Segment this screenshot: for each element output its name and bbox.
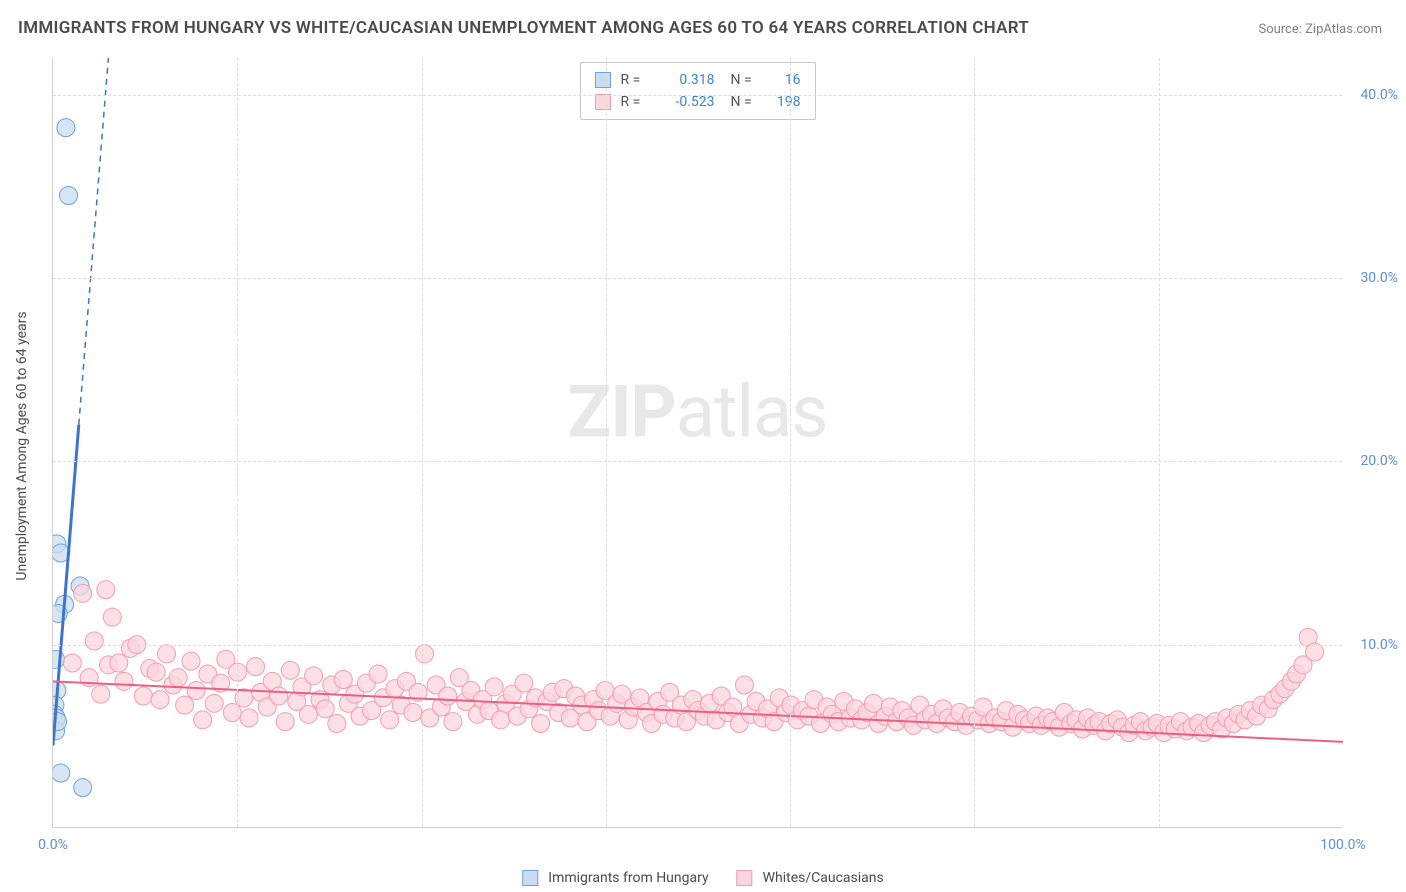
gridline-h xyxy=(53,461,1342,462)
data-point xyxy=(59,187,77,205)
data-point xyxy=(247,658,265,676)
gridline-v xyxy=(606,58,607,827)
data-point xyxy=(404,704,422,722)
data-point xyxy=(270,687,288,705)
data-point xyxy=(53,764,70,782)
data-point xyxy=(316,700,334,718)
data-point xyxy=(158,645,176,663)
data-point xyxy=(97,581,115,599)
data-point xyxy=(492,711,510,729)
y-axis-label: Unemployment Among Ages 60 to 64 years xyxy=(14,311,30,580)
stat-n-label: N = xyxy=(731,69,759,91)
gridline-h xyxy=(53,95,1342,96)
swatch-icon xyxy=(595,94,611,110)
data-point xyxy=(444,713,462,731)
data-point xyxy=(328,715,346,733)
data-point xyxy=(281,661,299,679)
legend-label: Whites/Caucasians xyxy=(763,870,884,886)
chart-title: IMMIGRANTS FROM HUNGARY VS WHITE/CAUCASI… xyxy=(18,18,1029,38)
stat-row: R = 0.318 N = 16 xyxy=(595,69,801,91)
data-point xyxy=(110,654,128,672)
swatch-icon xyxy=(737,870,753,886)
stat-box: R =0.318N =16R =-0.523N =198 xyxy=(580,62,816,120)
data-point xyxy=(74,779,92,797)
data-point xyxy=(63,654,81,672)
data-point xyxy=(416,645,434,663)
data-point xyxy=(103,608,121,626)
swatch-icon xyxy=(522,870,538,886)
data-point xyxy=(240,709,258,727)
swatch-icon xyxy=(595,72,611,88)
data-point xyxy=(182,652,200,670)
ytick-label: 40.0% xyxy=(1348,87,1398,103)
data-point xyxy=(205,694,223,712)
ytick-label: 30.0% xyxy=(1348,270,1398,286)
gridline-v xyxy=(790,58,791,827)
data-point xyxy=(276,713,294,731)
gridline-v xyxy=(974,58,975,827)
data-point xyxy=(299,705,317,723)
data-point xyxy=(187,682,205,700)
gridline-v xyxy=(422,58,423,827)
data-point xyxy=(1306,643,1324,661)
stat-r-value: 0.318 xyxy=(655,69,715,91)
data-point xyxy=(735,676,753,694)
legend-label: Immigrants from Hungary xyxy=(548,870,708,886)
data-point xyxy=(134,687,152,705)
legend-item-pink: Whites/Caucasians xyxy=(737,870,884,886)
gridline-v xyxy=(1159,58,1160,827)
xtick-label: 100.0% xyxy=(1320,837,1365,853)
data-point xyxy=(334,671,352,689)
gridline-h xyxy=(53,278,1342,279)
data-point xyxy=(57,119,75,137)
data-point xyxy=(485,678,503,696)
data-point xyxy=(169,669,187,687)
xtick-label: 0.0% xyxy=(38,837,68,853)
chart-svg xyxy=(53,58,1343,828)
data-point xyxy=(515,674,533,692)
data-point xyxy=(381,711,399,729)
source-attribution: Source: ZipAtlas.com xyxy=(1258,22,1382,37)
data-point xyxy=(115,672,133,690)
data-point xyxy=(532,715,550,733)
ytick-label: 20.0% xyxy=(1348,453,1398,469)
stat-r-label: R = xyxy=(621,69,649,91)
data-point xyxy=(369,665,387,683)
data-point xyxy=(194,711,212,729)
stat-n-value: 16 xyxy=(765,69,801,91)
gridline-h xyxy=(53,645,1342,646)
data-point xyxy=(223,704,241,722)
legend-item-blue: Immigrants from Hungary xyxy=(522,870,708,886)
data-point xyxy=(305,667,323,685)
data-point xyxy=(85,632,103,650)
data-point xyxy=(151,691,169,709)
data-point xyxy=(74,584,92,602)
plot-area: ZIPatlas R =0.318N =16R =-0.523N =198 10… xyxy=(52,58,1342,828)
data-point xyxy=(439,687,457,705)
data-point xyxy=(92,685,110,703)
data-point xyxy=(147,663,165,681)
trend-line-extrapolate xyxy=(79,58,150,425)
bottom-legend: Immigrants from Hungary Whites/Caucasian… xyxy=(522,870,883,886)
gridline-v xyxy=(237,58,238,827)
ytick-label: 10.0% xyxy=(1348,637,1398,653)
data-point xyxy=(176,696,194,714)
